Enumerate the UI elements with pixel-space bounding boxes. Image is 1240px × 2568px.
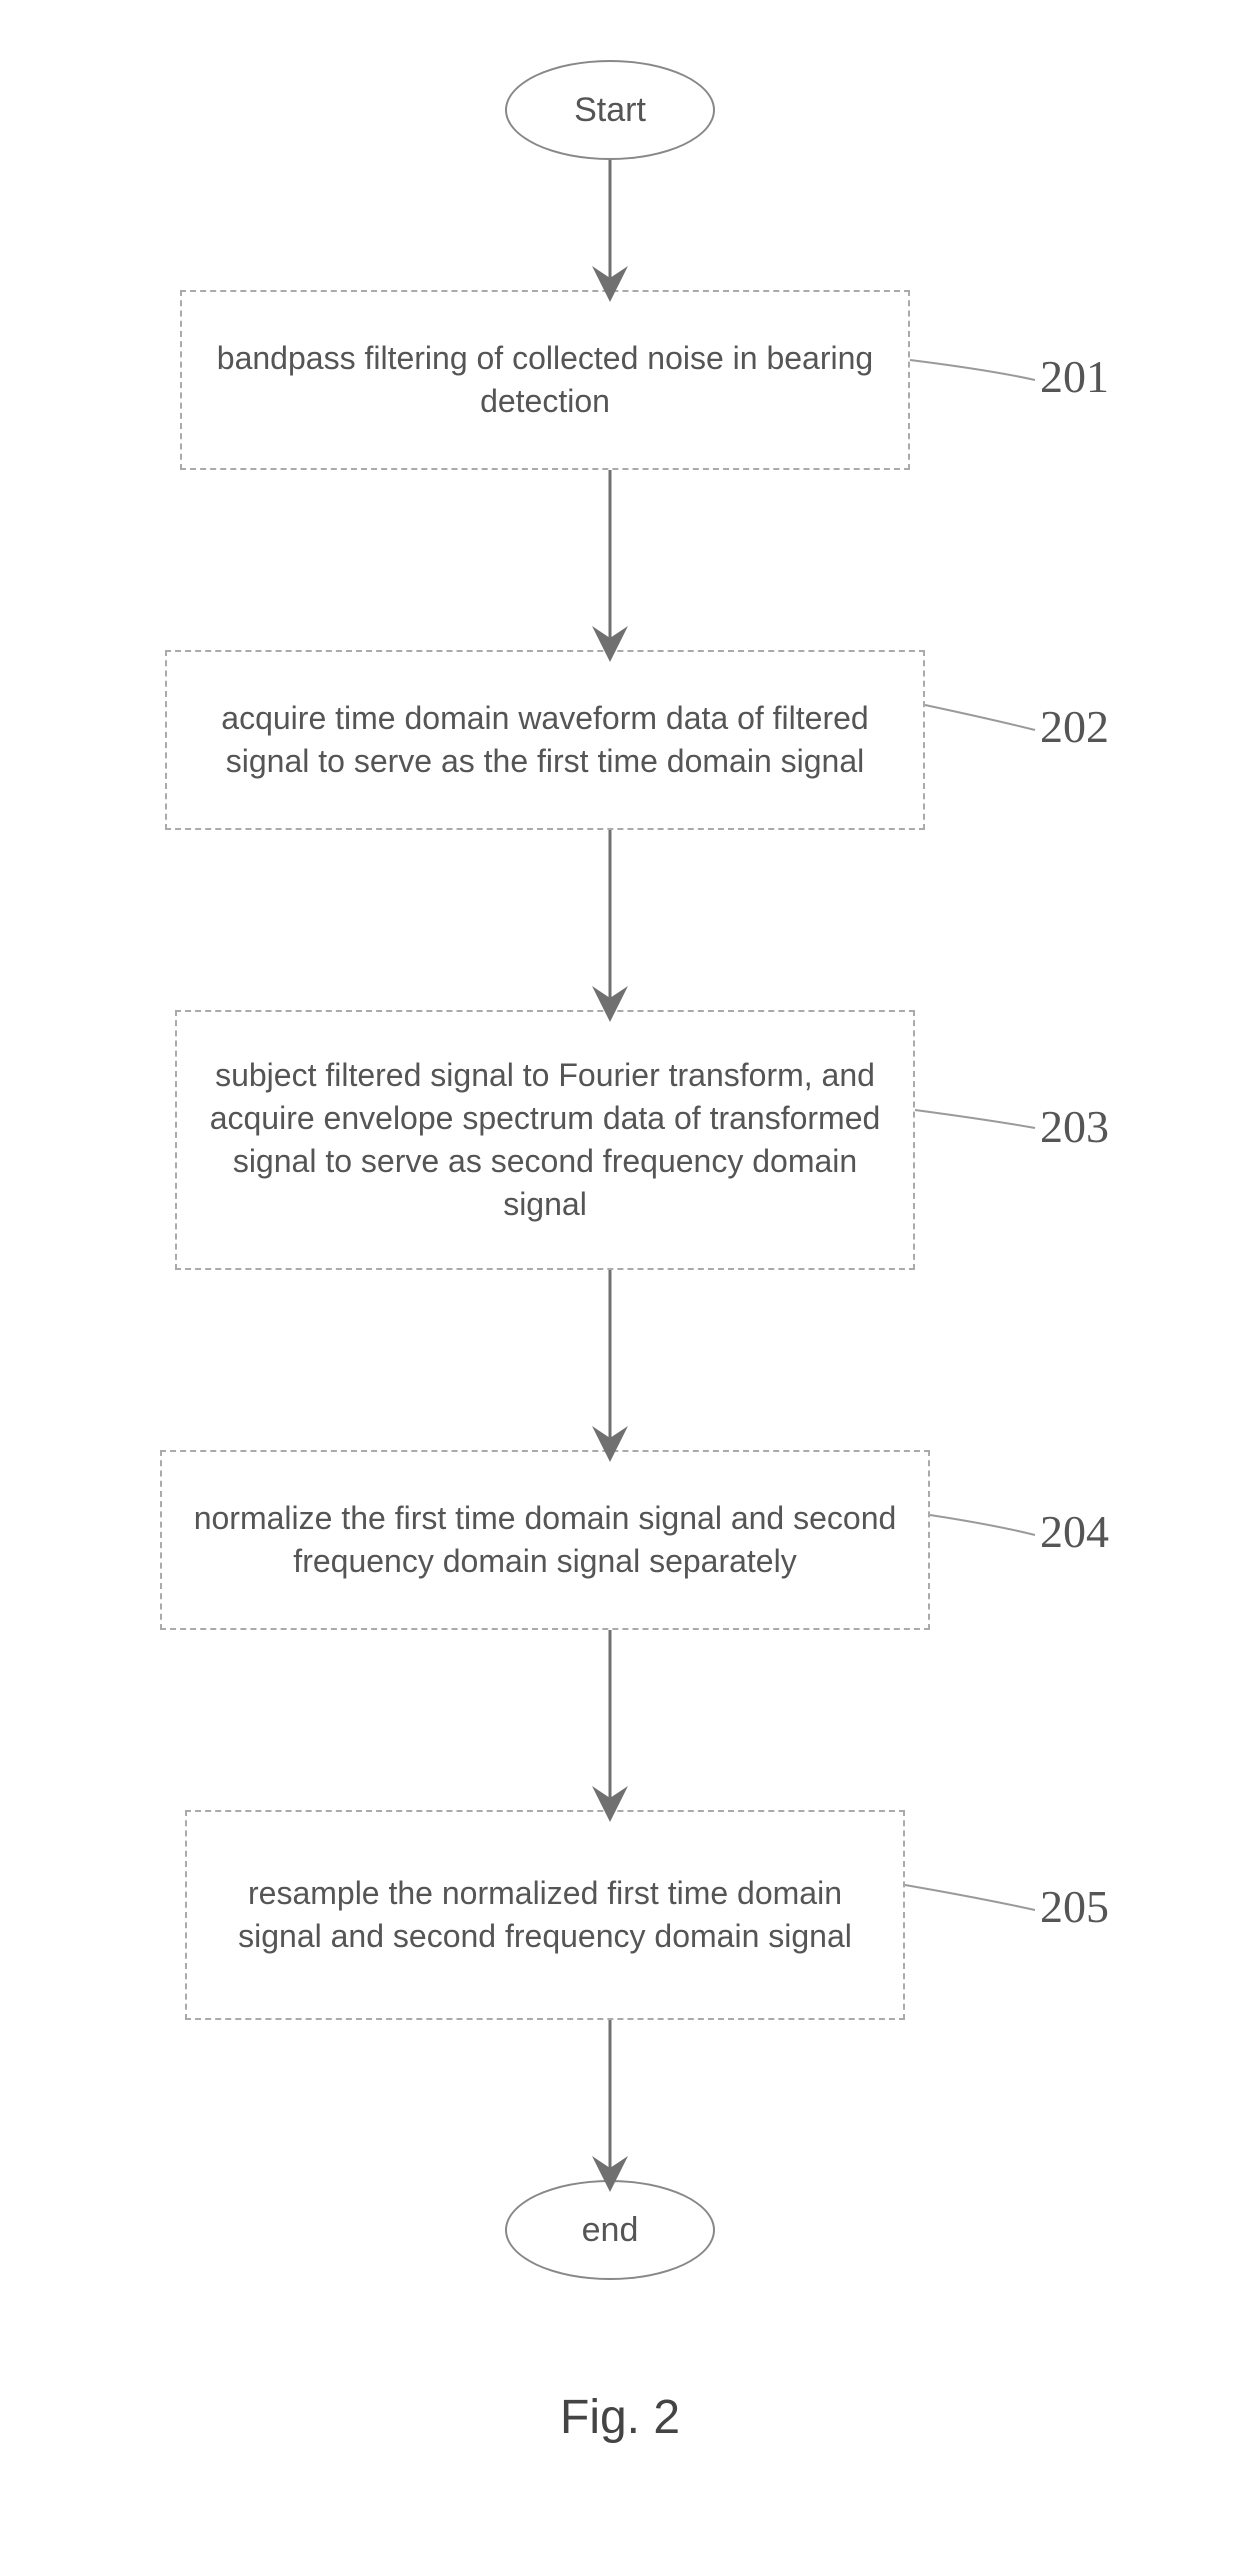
step-203-text: subject filtered signal to Fourier trans… [207,1054,883,1227]
leader-205 [905,1885,1035,1910]
step-202: acquire time domain waveform data of fil… [165,650,925,830]
label-204: 204 [1040,1505,1109,1558]
step-204: normalize the first time domain signal a… [160,1450,930,1630]
leader-203 [915,1110,1035,1128]
end-label: end [582,2211,639,2250]
label-202: 202 [1040,700,1109,753]
start-terminal: Start [505,60,715,160]
step-205: resample the normalized first time domai… [185,1810,905,2020]
step-204-text: normalize the first time domain signal a… [192,1497,898,1583]
leader-202 [925,705,1035,730]
step-203: subject filtered signal to Fourier trans… [175,1010,915,1270]
step-201-text: bandpass filtering of collected noise in… [212,337,878,423]
step-201: bandpass filtering of collected noise in… [180,290,910,470]
step-205-text: resample the normalized first time domai… [217,1872,873,1958]
label-205: 205 [1040,1880,1109,1933]
start-label: Start [574,91,646,130]
leader-201 [910,360,1035,380]
figure-caption: Fig. 2 [560,2390,680,2445]
step-202-text: acquire time domain waveform data of fil… [197,697,893,783]
end-terminal: end [505,2180,715,2280]
label-201: 201 [1040,350,1109,403]
label-203: 203 [1040,1100,1109,1153]
leader-204 [930,1515,1035,1535]
